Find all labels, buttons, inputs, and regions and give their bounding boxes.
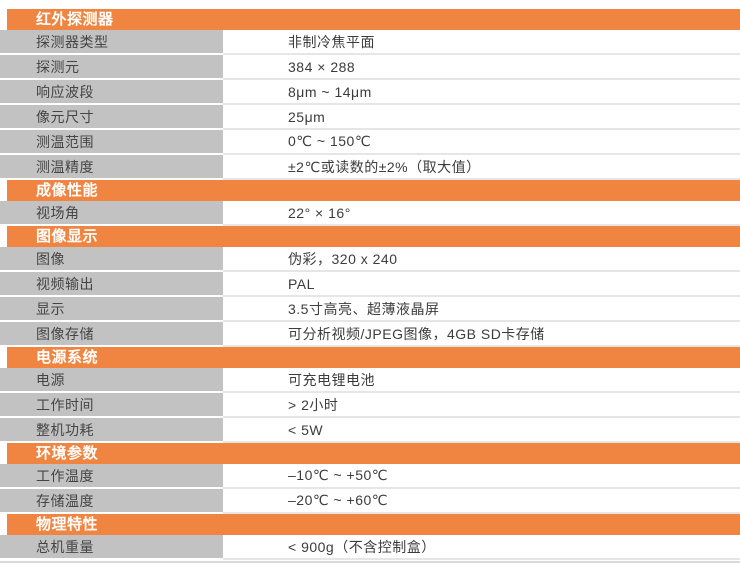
spec-value: 22° × 16°: [223, 201, 740, 226]
spec-value: 0℃ ~ 150℃: [223, 130, 740, 155]
spec-label: 测温范围: [0, 130, 223, 155]
spec-value: > 2小时: [223, 393, 740, 418]
spec-value: < 900g（不含控制盒）: [223, 535, 740, 560]
table-row: 像元尺寸 25μm: [0, 105, 740, 130]
spec-value: 8μm ~ 14μm: [223, 80, 740, 105]
spec-label: 电源: [0, 368, 223, 393]
section-header-power-system: 电源系统: [7, 347, 740, 368]
spec-value: 非制冷焦平面: [223, 30, 740, 55]
spec-label: 视场角: [0, 201, 223, 226]
spec-label: 整机功耗: [0, 418, 223, 443]
table-row: 显示 3.5寸高亮、超薄液晶屏: [0, 297, 740, 322]
spec-label: 图像: [0, 247, 223, 272]
spec-value: –20℃ ~ +60℃: [223, 489, 740, 514]
table-row: 总机重量 < 900g（不含控制盒）: [0, 535, 740, 560]
table-row: 视频输出 PAL: [0, 272, 740, 297]
spec-label: 存储温度: [0, 489, 223, 514]
spec-value: PAL: [223, 272, 740, 297]
table-row: 工作时间 > 2小时: [0, 393, 740, 418]
cutoff-next-row-edge: [0, 561, 740, 563]
table-row: 图像 伪彩，320 x 240: [0, 247, 740, 272]
spec-label: 测温精度: [0, 155, 223, 180]
spec-value: 384 × 288: [223, 55, 740, 80]
table-row: 图像存储 可分析视频/JPEG图像，4GB SD卡存储: [0, 322, 740, 347]
spec-value: 伪彩，320 x 240: [223, 247, 740, 272]
section-header-physical-characteristics: 物理特性: [7, 514, 740, 535]
section-header-infrared-detector: 红外探测器: [7, 9, 740, 30]
spec-label: 视频输出: [0, 272, 223, 297]
table-row: 工作温度 –10℃ ~ +50℃: [0, 464, 740, 489]
section-header-image-display: 图像显示: [7, 226, 740, 247]
spec-value: ±2℃或读数的±2%（取大值）: [223, 155, 740, 180]
table-row: 测温精度 ±2℃或读数的±2%（取大值）: [0, 155, 740, 180]
table-row: 视场角 22° × 16°: [0, 201, 740, 226]
table-row: 探测器类型 非制冷焦平面: [0, 30, 740, 55]
spec-label: 图像存储: [0, 322, 223, 347]
spec-label: 像元尺寸: [0, 105, 223, 130]
spec-label: 探测元: [0, 55, 223, 80]
spec-value: 25μm: [223, 105, 740, 130]
spec-label: 总机重量: [0, 535, 223, 560]
spec-value: 可充电锂电池: [223, 368, 740, 393]
table-row: 整机功耗 < 5W: [0, 418, 740, 443]
spec-value: < 5W: [223, 418, 740, 443]
section-header-environment-parameters: 环境参数: [7, 443, 740, 464]
spec-label: 响应波段: [0, 80, 223, 105]
spec-label: 探测器类型: [0, 30, 223, 55]
table-row: 测温范围 0℃ ~ 150℃: [0, 130, 740, 155]
table-row: 探测元 384 × 288: [0, 55, 740, 80]
table-row: 电源 可充电锂电池: [0, 368, 740, 393]
section-header-imaging-performance: 成像性能: [7, 180, 740, 201]
spec-value: 3.5寸高亮、超薄液晶屏: [223, 297, 740, 322]
spec-label: 工作温度: [0, 464, 223, 489]
spec-value: –10℃ ~ +50℃: [223, 464, 740, 489]
table-row: 响应波段 8μm ~ 14μm: [0, 80, 740, 105]
spec-label: 显示: [0, 297, 223, 322]
table-row: 存储温度 –20℃ ~ +60℃: [0, 489, 740, 514]
spec-value: 可分析视频/JPEG图像，4GB SD卡存储: [223, 322, 740, 347]
spec-label: 工作时间: [0, 393, 223, 418]
